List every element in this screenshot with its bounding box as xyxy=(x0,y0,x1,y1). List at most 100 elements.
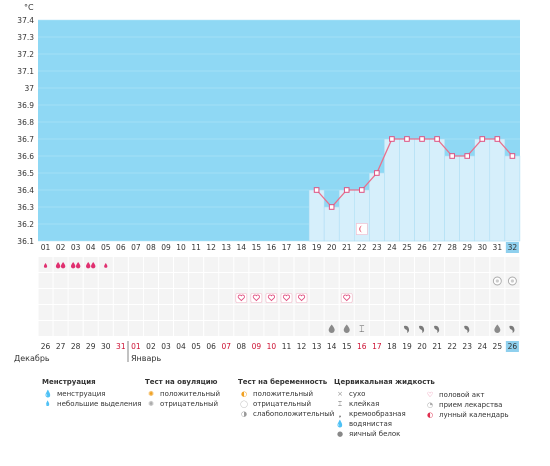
symptom-cell[interactable] xyxy=(324,289,339,304)
symptom-cell[interactable] xyxy=(460,289,475,304)
symptom-cell[interactable] xyxy=(204,289,219,304)
symptom-cell[interactable] xyxy=(158,321,174,336)
symptom-cell[interactable] xyxy=(369,321,384,336)
symptom-cell[interactable] xyxy=(249,305,264,320)
symptom-cell[interactable] xyxy=(234,305,249,320)
temperature-point[interactable] xyxy=(343,187,350,193)
symptom-rows[interactable]: ⌶ xyxy=(38,223,520,337)
symptom-cell[interactable] xyxy=(249,257,264,272)
symptom-cell[interactable] xyxy=(189,289,204,304)
symptom-cell[interactable] xyxy=(324,305,339,320)
symptom-cell[interactable] xyxy=(445,305,460,320)
symptom-cell[interactable] xyxy=(475,289,490,304)
symptom-cell[interactable] xyxy=(53,305,68,320)
symptom-cell[interactable] xyxy=(189,305,204,320)
symptom-cell[interactable] xyxy=(309,257,324,272)
symptom-cell[interactable] xyxy=(505,289,520,304)
symptom-cell[interactable] xyxy=(294,305,309,320)
symptom-cell[interactable] xyxy=(354,273,369,288)
symptom-cell[interactable] xyxy=(219,289,234,304)
symptom-cell[interactable] xyxy=(445,321,460,336)
symptom-cell[interactable] xyxy=(264,305,279,320)
symptom-cell[interactable] xyxy=(399,305,414,320)
symptom-cell[interactable] xyxy=(309,305,324,320)
symptom-cell[interactable] xyxy=(234,273,249,288)
symptom-cell[interactable] xyxy=(68,321,83,336)
symptom-cell[interactable] xyxy=(83,273,98,288)
symptom-cell[interactable] xyxy=(68,273,83,288)
symptom-cell[interactable] xyxy=(143,289,158,304)
symptom-cell[interactable] xyxy=(279,305,294,320)
temperature-point[interactable] xyxy=(374,170,380,176)
symptom-cell[interactable] xyxy=(505,305,520,320)
temperature-point[interactable] xyxy=(404,136,410,142)
symptom-cell[interactable] xyxy=(415,273,430,288)
symptom-cell[interactable] xyxy=(204,257,219,272)
symptom-cell[interactable] xyxy=(460,257,475,272)
symptom-cell[interactable] xyxy=(399,289,414,304)
symptom-cell[interactable] xyxy=(98,273,113,288)
temperature-point[interactable] xyxy=(509,153,516,159)
symptom-cell[interactable] xyxy=(174,305,189,320)
symptom-cell[interactable] xyxy=(430,273,445,288)
symptom-cell[interactable] xyxy=(475,305,490,320)
symptom-cell[interactable] xyxy=(143,305,158,320)
symptom-cell[interactable] xyxy=(430,289,445,304)
temperature-point[interactable] xyxy=(494,136,501,142)
symptom-cell[interactable] xyxy=(83,257,98,272)
symptom-cell[interactable] xyxy=(384,305,399,320)
symptom-cell[interactable] xyxy=(158,289,174,304)
symptom-cell[interactable] xyxy=(384,289,399,304)
symptom-cell[interactable] xyxy=(98,305,113,320)
symptom-cell[interactable] xyxy=(174,289,189,304)
symptom-cell[interactable] xyxy=(128,305,143,320)
symptom-cell[interactable] xyxy=(505,257,520,272)
symptom-cell[interactable] xyxy=(204,273,219,288)
symptom-cell[interactable] xyxy=(234,321,249,336)
symptom-cell[interactable] xyxy=(219,273,234,288)
symptom-cell[interactable] xyxy=(143,321,158,336)
symptom-cell[interactable] xyxy=(369,257,384,272)
symptom-cell[interactable] xyxy=(490,257,505,272)
symptom-cell[interactable] xyxy=(219,321,234,336)
symptom-cell[interactable] xyxy=(83,321,98,336)
symptom-cell[interactable] xyxy=(475,273,490,288)
symptom-cell[interactable] xyxy=(128,289,143,304)
symptom-cell[interactable] xyxy=(38,321,53,336)
symptom-cell[interactable] xyxy=(369,305,384,320)
temperature-point[interactable] xyxy=(358,187,365,193)
symptom-cell[interactable] xyxy=(128,273,143,288)
temperature-point[interactable] xyxy=(464,153,471,159)
temperature-point[interactable] xyxy=(389,136,395,142)
temperature-point[interactable] xyxy=(479,136,486,142)
symptom-cell[interactable] xyxy=(430,257,445,272)
symptom-cell[interactable] xyxy=(384,321,399,336)
symptom-cell[interactable] xyxy=(113,321,128,336)
temperature-markers[interactable] xyxy=(313,136,516,210)
temperature-point[interactable] xyxy=(434,136,440,142)
symptom-cell[interactable] xyxy=(475,257,490,272)
symptom-cell[interactable] xyxy=(204,321,219,336)
temperature-point[interactable] xyxy=(313,187,320,193)
symptom-cell[interactable] xyxy=(415,305,430,320)
symptom-cell[interactable] xyxy=(174,273,189,288)
symptom-cell[interactable] xyxy=(339,305,354,320)
symptom-cell[interactable] xyxy=(68,257,83,272)
symptom-cell[interactable] xyxy=(294,273,309,288)
symptom-cell[interactable] xyxy=(113,305,128,320)
symptom-cell[interactable] xyxy=(158,305,174,320)
symptom-cell[interactable] xyxy=(174,321,189,336)
symptom-cell[interactable] xyxy=(475,321,490,336)
symptom-cell[interactable] xyxy=(219,257,234,272)
symptom-cell[interactable] xyxy=(38,305,53,320)
symptom-cell[interactable] xyxy=(143,273,158,288)
symptom-cell[interactable] xyxy=(369,289,384,304)
symptom-cell[interactable] xyxy=(264,321,279,336)
symptom-cell[interactable] xyxy=(415,289,430,304)
symptom-cell[interactable] xyxy=(264,257,279,272)
symptom-cell[interactable] xyxy=(354,257,369,272)
symptom-cell[interactable] xyxy=(354,305,369,320)
symptom-cell[interactable] xyxy=(53,257,68,272)
symptom-cell[interactable] xyxy=(354,289,369,304)
symptom-cell[interactable] xyxy=(68,305,83,320)
